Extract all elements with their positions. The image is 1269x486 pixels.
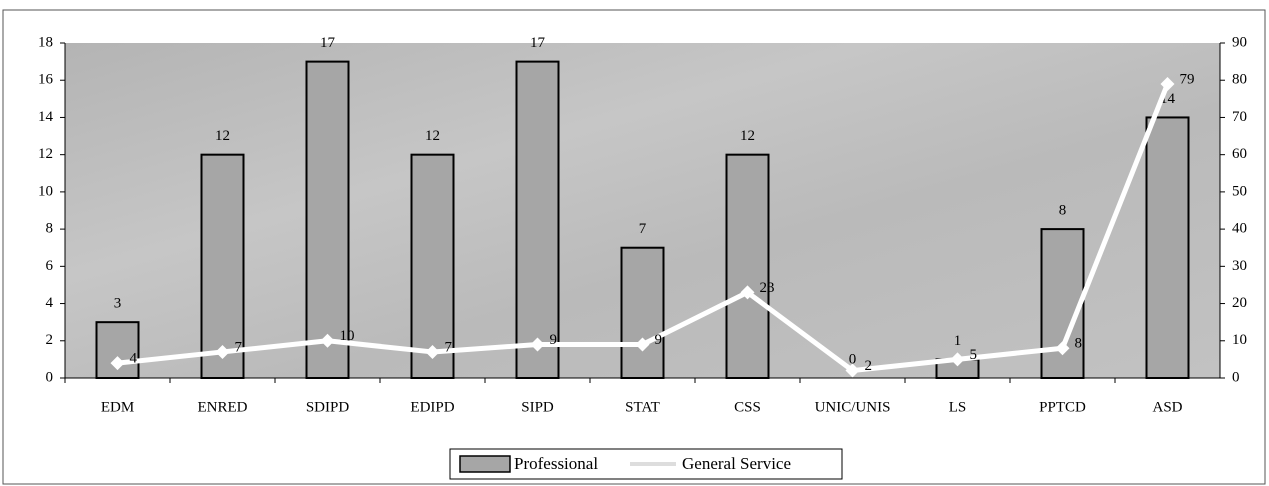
line-marker (740, 285, 755, 300)
legend-swatch (459, 455, 511, 473)
bar-value-label: 3 (114, 296, 122, 312)
y2-tick-label: 60 (1232, 146, 1247, 162)
bar (305, 60, 350, 379)
line-marker (1160, 76, 1175, 91)
x-tick-label: EDIPD (410, 399, 454, 415)
bar (410, 153, 455, 379)
y2-tick-label: 70 (1232, 109, 1247, 125)
x-tick-label: CSS (734, 399, 761, 415)
line-value-label: 2 (865, 358, 873, 374)
y-tick-label: 18 (38, 34, 53, 50)
bar-value-label: 17 (530, 35, 546, 51)
x-tick-label: PPTCD (1039, 399, 1086, 415)
bar (725, 153, 770, 379)
line-marker (635, 337, 650, 352)
line-value-label: 5 (970, 347, 978, 363)
line-value-label: 8 (1075, 336, 1083, 352)
y2-tick-label: 90 (1232, 34, 1247, 50)
line-value-label: 7 (445, 339, 453, 355)
line-marker (530, 337, 545, 352)
y2-tick-label: 10 (1232, 332, 1247, 348)
bar-value-label: 12 (740, 128, 755, 144)
y-tick-label: 2 (46, 332, 54, 348)
line-marker (950, 352, 965, 367)
y-tick-label: 14 (38, 109, 54, 125)
bar (1145, 116, 1190, 379)
line-marker (110, 356, 125, 371)
line-marker (215, 344, 230, 359)
bar-value-label: 0 (849, 351, 857, 367)
line-value-label: 79 (1180, 71, 1195, 87)
y2-tick-label: 20 (1232, 295, 1247, 311)
x-tick-label: ENRED (198, 399, 248, 415)
x-tick-label: UNIC/UNIS (815, 399, 891, 415)
legend-label: General Service (682, 454, 791, 473)
x-tick-label: SDIPD (306, 399, 350, 415)
bar-value-label: 12 (215, 128, 230, 144)
y-tick-label: 10 (38, 183, 53, 199)
line-value-label: 9 (550, 332, 558, 348)
y-tick-label: 8 (46, 221, 54, 237)
y2-tick-label: 30 (1232, 258, 1247, 274)
line-value-label: 4 (130, 351, 138, 367)
bar-value-label: 17 (320, 35, 336, 51)
y-tick-label: 12 (38, 146, 53, 162)
y2-tick-label: 80 (1232, 72, 1247, 88)
y-tick-label: 6 (46, 258, 54, 274)
line-marker (1055, 341, 1070, 356)
bar-value-label: 8 (1059, 203, 1067, 219)
y-tick-label: 4 (46, 295, 54, 311)
line-marker (425, 344, 440, 359)
x-tick-label: LS (949, 399, 967, 415)
bar-value-label: 7 (639, 221, 647, 237)
line-marker (320, 333, 335, 348)
bar-value-label: 1 (954, 333, 962, 349)
line-value-label: 7 (235, 339, 243, 355)
line-marker (845, 363, 860, 378)
y2-tick-label: 0 (1232, 369, 1240, 385)
y2-tick-label: 40 (1232, 221, 1247, 237)
bar (515, 60, 560, 379)
y-tick-label: 16 (38, 72, 54, 88)
bar (200, 153, 245, 379)
x-tick-label: EDM (101, 399, 134, 415)
x-tick-label: STAT (625, 399, 660, 415)
chart-border (2, 9, 1266, 485)
y2-tick-label: 50 (1232, 183, 1247, 199)
legend-label: Professional (514, 454, 598, 473)
bar (620, 246, 665, 379)
line-value-label: 9 (655, 332, 663, 348)
line-value-label: 23 (760, 280, 775, 296)
x-tick-label: SIPD (521, 399, 554, 415)
bar-value-label: 12 (425, 128, 440, 144)
y-tick-label: 0 (46, 369, 54, 385)
x-tick-label: ASD (1152, 399, 1182, 415)
line-value-label: 10 (340, 328, 355, 344)
bar (1040, 228, 1085, 379)
